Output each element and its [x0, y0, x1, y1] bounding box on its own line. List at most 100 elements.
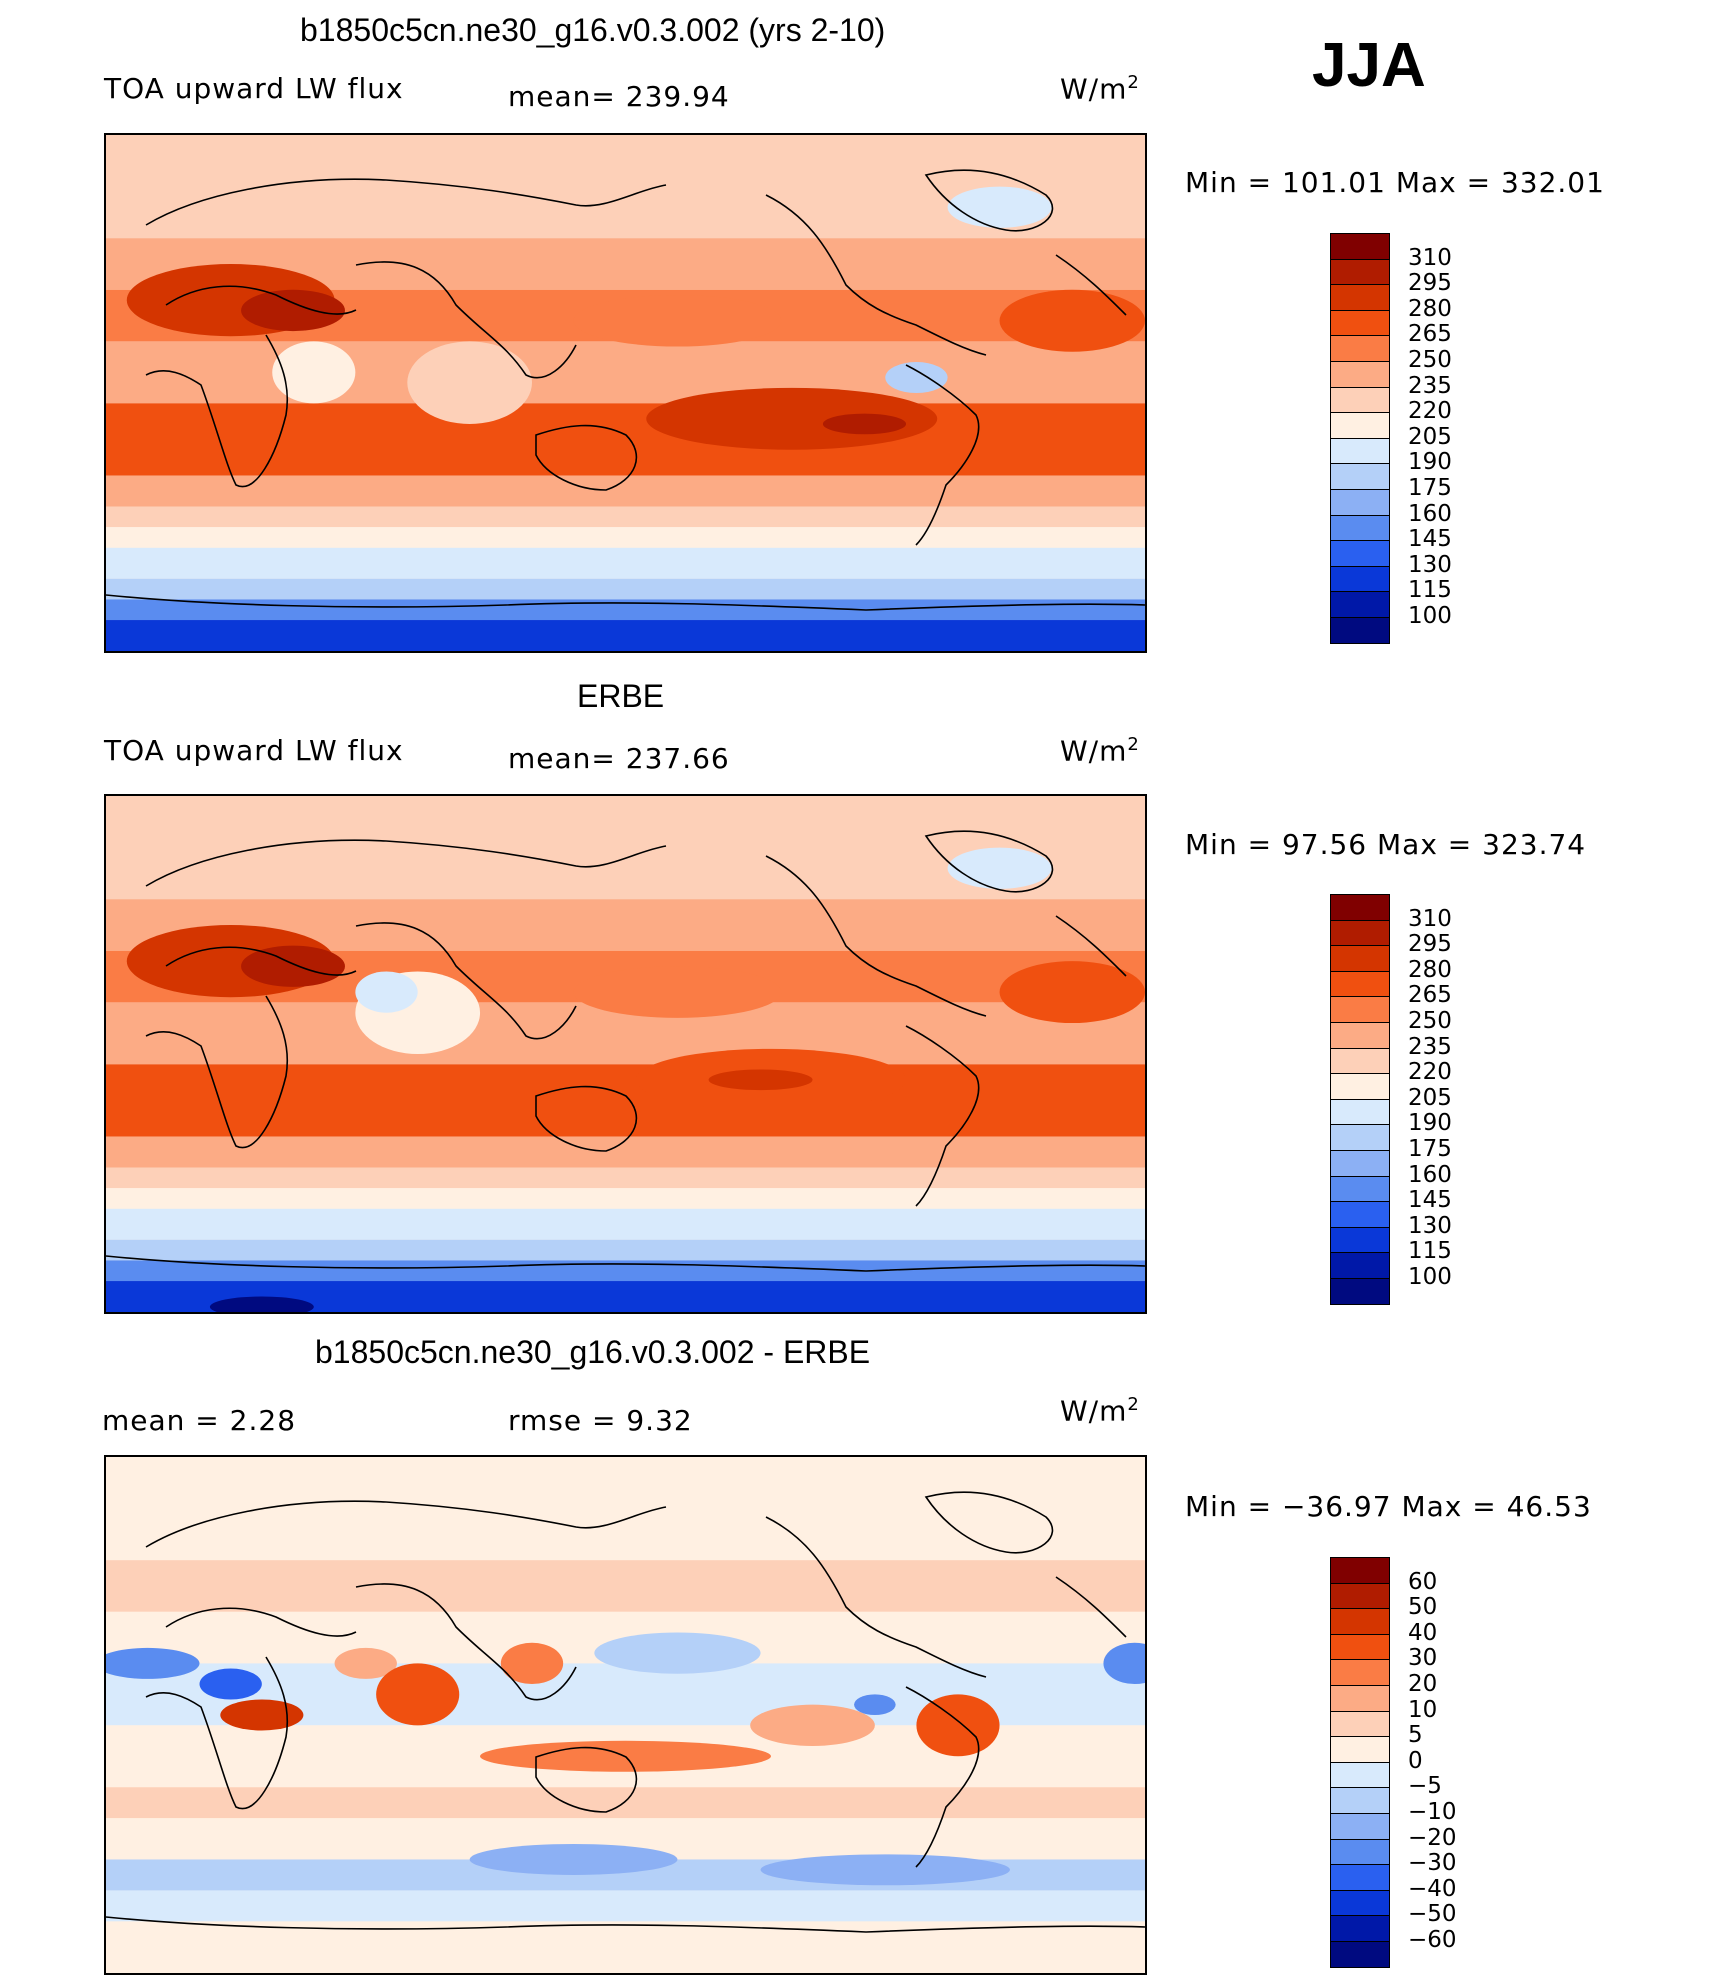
field-blob [334, 1647, 397, 1679]
coastline [765, 194, 987, 356]
field-blob [106, 1647, 200, 1679]
field-blob [999, 289, 1145, 352]
colorbar-swatch [1330, 1278, 1390, 1305]
colorbar-label: 295 [1408, 270, 1452, 297]
field-band [106, 1787, 1145, 1819]
coastline [1055, 915, 1127, 977]
colorbar-label: 280 [1408, 295, 1452, 322]
colorbar-label: 160 [1408, 1161, 1452, 1188]
colorbar-swatch [1330, 1813, 1390, 1840]
field-blob [999, 961, 1145, 1024]
panel1-mean: mean= 239.94 [508, 80, 730, 113]
colorbar-label: 280 [1408, 956, 1452, 983]
field-band [106, 506, 1145, 528]
colorbar-swatch [1330, 1736, 1390, 1763]
colorbar-swatch [1330, 284, 1390, 311]
colorbar-swatch [1330, 361, 1390, 388]
colorbar-label: 220 [1408, 398, 1452, 425]
coastline [924, 1491, 1054, 1554]
field-blob [1103, 1642, 1145, 1685]
coastline [106, 594, 1145, 611]
colorbar-swatch [1330, 1557, 1390, 1584]
colorbar-label: 30 [1408, 1645, 1438, 1672]
colorbar-swatch [1330, 1022, 1390, 1049]
colorbar-label: 250 [1408, 1008, 1452, 1034]
field-blob [885, 362, 948, 393]
colorbar-swatch [1330, 412, 1390, 439]
field-band [106, 620, 1145, 651]
field-band [106, 1239, 1145, 1261]
colorbar-label: 175 [1408, 475, 1452, 501]
coastline [905, 1686, 980, 1868]
colorbar-label: 175 [1408, 1136, 1452, 1162]
colorbar-label: 220 [1408, 1059, 1452, 1086]
colorbar-label: 235 [1408, 1033, 1452, 1060]
colorbar-swatch [1330, 1124, 1390, 1151]
field-blob [355, 971, 418, 1013]
field-blob [760, 1854, 1010, 1886]
panel2-title: ERBE [577, 678, 665, 714]
field-blob [209, 1296, 314, 1312]
colorbar-label: 115 [1408, 1238, 1452, 1265]
colorbar-label: 190 [1408, 449, 1452, 476]
colorbar-swatch [1330, 565, 1390, 593]
colorbar-label: 295 [1408, 931, 1452, 958]
coastline [165, 946, 357, 976]
colorbar-label: 205 [1408, 1084, 1452, 1111]
colorbar-swatch [1330, 514, 1390, 542]
colorbar-swatch [1330, 1659, 1390, 1686]
colorbar-label: 250 [1408, 347, 1452, 373]
field-blob [708, 1069, 813, 1091]
colorbar-label: 130 [1408, 1212, 1452, 1239]
coastline [165, 1607, 357, 1637]
panel2-units: W/m2 [1060, 734, 1140, 768]
coastline [924, 169, 1054, 232]
colorbar-swatch [1330, 489, 1390, 516]
field-blob [376, 1663, 460, 1726]
colorbar-swatch [1330, 970, 1390, 998]
panel3-map [104, 1455, 1147, 1975]
colorbar-swatch [1330, 996, 1390, 1023]
field-blob [241, 945, 345, 987]
field-band [106, 599, 1145, 621]
field-blob [573, 966, 782, 1018]
field-blob [241, 289, 345, 332]
colorbar-swatch [1330, 1175, 1390, 1203]
colorbar-label: −5 [1408, 1773, 1442, 1800]
field-band [106, 1064, 1145, 1137]
coastline [145, 178, 667, 226]
field-band [106, 1208, 1145, 1240]
colorbar-swatch [1330, 919, 1390, 947]
panel3-minmax: Min = −36.97 Max = 46.53 [1185, 1490, 1592, 1523]
colorbar-label: 310 [1408, 905, 1452, 932]
colorbar-label: 115 [1408, 577, 1452, 604]
colorbar-label: 100 [1408, 1264, 1452, 1290]
field-band [106, 1188, 1145, 1209]
field-band [106, 1890, 1145, 1922]
field-band [106, 1560, 1145, 1612]
colorbar-swatch [1330, 1150, 1390, 1177]
field-blob [822, 413, 907, 435]
panel2-map [104, 794, 1147, 1314]
field-blob [854, 1694, 896, 1715]
coastline [145, 334, 289, 488]
field-blob [220, 1699, 304, 1731]
colorbar-swatch [1330, 1761, 1390, 1789]
field-blob [500, 1642, 564, 1685]
coastline [535, 424, 638, 491]
panel1-map [104, 133, 1147, 653]
colorbar-swatch [1330, 1889, 1390, 1917]
field-band [106, 1921, 1145, 1973]
colorbar-swatch [1330, 437, 1390, 465]
coastline [106, 1916, 1145, 1933]
colorbar-label: 130 [1408, 551, 1452, 578]
colorbar-swatch [1330, 1787, 1390, 1814]
coastline [1055, 1576, 1127, 1638]
field-band [106, 1136, 1145, 1168]
coastline [355, 261, 577, 379]
colorbar-swatch [1330, 1226, 1390, 1254]
panel2-left-subtitle: TOA upward LW flux [104, 734, 404, 767]
coastline [765, 1516, 987, 1678]
colorbar-label: −50 [1408, 1901, 1457, 1928]
colorbar-label: 0 [1408, 1747, 1423, 1774]
